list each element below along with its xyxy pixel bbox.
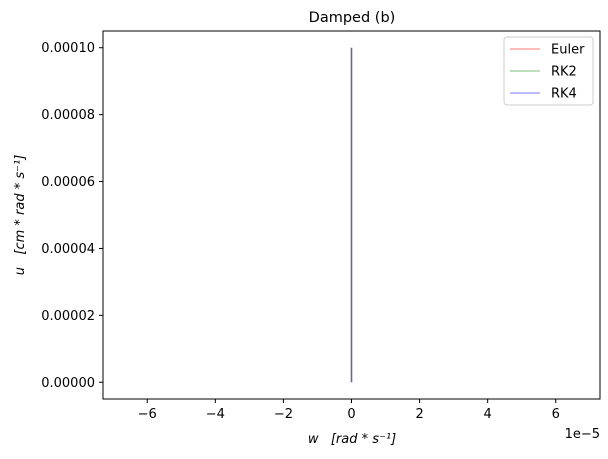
- x-axis-ticks: −6 −4 −2 0 2 4 6: [138, 399, 560, 422]
- x-tick-label: 2: [415, 407, 423, 422]
- y-tick-label: 0.00010: [41, 41, 95, 56]
- y-axis-ticks: 0.00000 0.00002 0.00004 0.00006 0.00008 0.000…: [41, 41, 103, 391]
- y-tick-label: 0.00000: [41, 376, 95, 391]
- legend-label-rk2: RK2: [551, 65, 577, 80]
- y-tick-label: 0.00002: [41, 309, 95, 324]
- legend-label-rk4: RK4: [551, 87, 577, 102]
- legend: Euler RK2 RK4: [503, 36, 594, 106]
- x-axis-label: w [rad * s⁻¹]: [308, 432, 396, 447]
- x-tick-label: 6: [552, 407, 560, 422]
- x-tick-label: −4: [206, 407, 225, 422]
- y-axis-label: u [cm * rad * s⁻¹]: [13, 155, 28, 276]
- x-tick-label: −2: [274, 407, 293, 422]
- x-offset-label: 1e−5: [565, 427, 600, 442]
- x-tick-label: −6: [138, 407, 157, 422]
- legend-label-euler: Euler: [551, 43, 585, 58]
- y-tick-label: 0.00008: [41, 108, 95, 123]
- chart-title: Damped (b): [309, 10, 396, 26]
- y-tick-label: 0.00006: [41, 175, 95, 190]
- x-tick-label: 4: [484, 407, 492, 422]
- x-tick-label: 0: [347, 407, 355, 422]
- legend-box: [503, 36, 594, 106]
- y-tick-label: 0.00004: [41, 242, 95, 257]
